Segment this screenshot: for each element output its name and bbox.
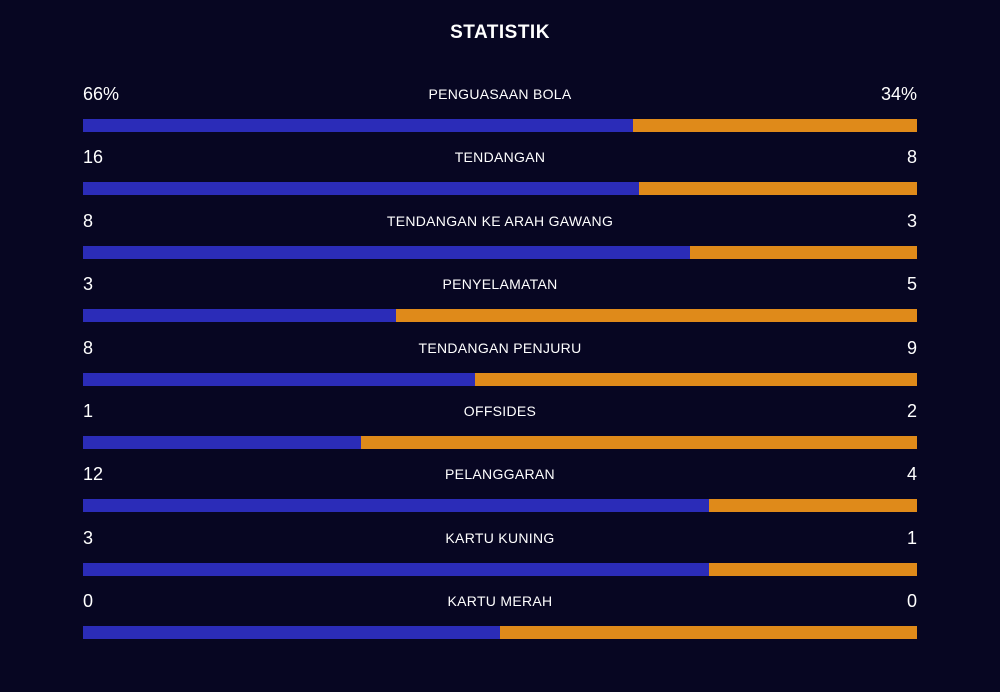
- stat-label: TENDANGAN PENJURU: [418, 339, 582, 356]
- stat-row: 66% PENGUASAAN BOLA 34%: [83, 80, 917, 143]
- away-value: 4: [906, 464, 917, 485]
- stats-title: STATISTIK: [450, 22, 550, 43]
- stat-label: OFFSIDES: [463, 402, 537, 419]
- away-bar-segment: [500, 626, 917, 640]
- stat-bar: [83, 372, 917, 386]
- stat-row: 8 TENDANGAN PENJURU 9: [83, 334, 917, 397]
- stats-list: 66% PENGUASAAN BOLA 34% 16 TENDANGAN 8 8 TENDAN…: [83, 80, 917, 651]
- home-value: 66%: [83, 84, 120, 104]
- away-bar-segment: [395, 309, 917, 323]
- home-bar-segment: [83, 435, 361, 449]
- stat-label: TENDANGAN: [454, 149, 546, 166]
- away-value: 1: [906, 527, 917, 548]
- home-bar-segment: [83, 182, 639, 196]
- stat-row: 8 TENDANGAN KE ARAH GAWANG 3: [83, 207, 917, 270]
- home-value: 3: [83, 274, 94, 295]
- away-value: 2: [906, 400, 917, 421]
- stat-label: KARTU MERAH: [447, 593, 553, 610]
- home-value: 16: [83, 147, 104, 168]
- stat-values: 3 PENYELAMATAN 5: [83, 270, 917, 298]
- away-value: 0: [906, 591, 917, 612]
- stat-label: PENYELAMATAN: [442, 276, 558, 293]
- stat-row: 12 PELANGGARAN 4: [83, 460, 917, 523]
- stat-values: 0 KARTU MERAH 0: [83, 587, 917, 615]
- away-bar-segment: [708, 562, 917, 576]
- stat-label: TENDANGAN KE ARAH GAWANG: [386, 212, 614, 229]
- stat-values: 12 PELANGGARAN 4: [83, 460, 917, 488]
- home-bar-segment: [83, 372, 476, 386]
- away-bar-segment: [360, 435, 917, 449]
- stat-values: 3 KARTU KUNING 1: [83, 524, 917, 552]
- stat-row: 1 OFFSIDES 2: [83, 397, 917, 460]
- stat-values: 66% PENGUASAAN BOLA 34%: [83, 80, 917, 108]
- home-value: 12: [83, 464, 104, 485]
- stat-label: KARTU KUNING: [445, 529, 555, 546]
- stat-label: PELANGGARAN: [445, 466, 555, 483]
- away-bar-segment: [689, 245, 917, 259]
- stat-row: 3 PENYELAMATAN 5: [83, 270, 917, 333]
- stat-row: 16 TENDANGAN 8: [83, 143, 917, 206]
- away-value: 8: [906, 147, 917, 168]
- home-value: 1: [83, 400, 94, 421]
- stat-bar: [83, 626, 917, 640]
- home-bar-segment: [83, 499, 709, 513]
- away-bar-segment: [475, 372, 917, 386]
- stat-bar: [83, 245, 917, 259]
- home-bar-segment: [83, 309, 396, 323]
- home-bar-segment: [83, 245, 690, 259]
- stat-bar: [83, 182, 917, 196]
- stat-label: PENGUASAAN BOLA: [428, 86, 572, 102]
- stat-values: 16 TENDANGAN 8: [83, 143, 917, 171]
- stat-bar: [83, 562, 917, 576]
- stat-row: 0 KARTU MERAH 0: [83, 587, 917, 650]
- stat-bar: [83, 499, 917, 513]
- stat-bar: [83, 119, 917, 132]
- home-bar-segment: [83, 562, 709, 576]
- stat-values: 1 OFFSIDES 2: [83, 397, 917, 425]
- home-bar-segment: [83, 119, 634, 132]
- away-bar-segment: [638, 182, 917, 196]
- home-value: 8: [83, 337, 94, 358]
- away-value: 5: [906, 274, 917, 295]
- away-bar-segment: [708, 499, 917, 513]
- home-value: 0: [83, 591, 94, 612]
- away-value: 9: [906, 337, 917, 358]
- stat-row: 3 KARTU KUNING 1: [83, 524, 917, 587]
- home-value: 3: [83, 527, 94, 548]
- away-bar-segment: [633, 119, 917, 132]
- stat-values: 8 TENDANGAN KE ARAH GAWANG 3: [83, 207, 917, 235]
- stat-bar: [83, 309, 917, 323]
- away-value: 34%: [880, 84, 917, 104]
- home-value: 8: [83, 210, 94, 231]
- home-bar-segment: [83, 626, 500, 640]
- stat-bar: [83, 435, 917, 449]
- stat-values: 8 TENDANGAN PENJURU 9: [83, 334, 917, 362]
- away-value: 3: [906, 210, 917, 231]
